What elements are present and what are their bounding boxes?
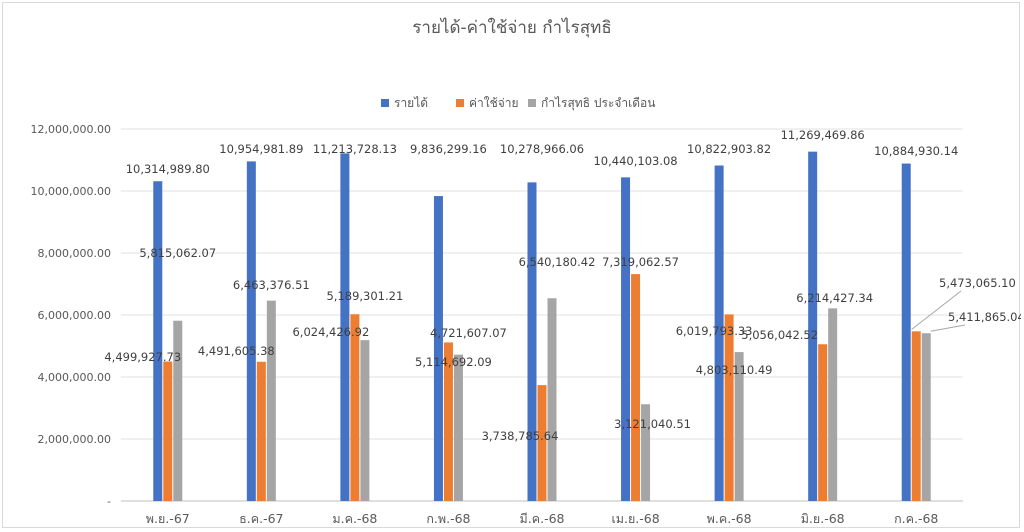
bar xyxy=(256,361,266,501)
data-label: 7,319,062.57 xyxy=(602,255,679,269)
bar xyxy=(163,361,173,501)
x-tick-label: มี.ค.-68 xyxy=(520,511,565,526)
data-label: 6,024,426.92 xyxy=(292,325,369,339)
bar xyxy=(350,314,360,501)
data-label: 4,803,110.49 xyxy=(696,363,773,377)
bar xyxy=(911,331,921,501)
data-label: 5,114,692.09 xyxy=(415,355,492,369)
data-label: 5,815,062.07 xyxy=(139,246,216,260)
x-tick-label: ก.ค.-68 xyxy=(894,511,938,526)
y-tick-label: 4,000,000.00 xyxy=(38,371,111,384)
x-axis-labels: พ.ย.-67 ธ.ค.-67 ม.ค.-68 ก.พ.-68 มี.ค.-68 เม.ย… xyxy=(146,511,939,526)
legend-label: รายได้ xyxy=(394,96,428,110)
bar xyxy=(547,298,557,501)
data-label: 11,213,728.13 xyxy=(313,142,397,156)
y-tick-label: 10,000,000.00 xyxy=(31,185,111,198)
y-axis-ticks: - 2,000,000.00 4,000,000.00 6,000,000.00 8,0… xyxy=(31,123,112,508)
leader-line xyxy=(930,324,966,332)
legend-swatch xyxy=(381,99,389,107)
data-label: 5,473,065.10 xyxy=(939,276,1016,290)
x-tick-label: เม.ย.-68 xyxy=(611,511,659,526)
x-tick-label: พ.ค.-68 xyxy=(707,511,752,526)
data-labels: 10,314,989.80 4,499,927.73 5,815,062.07 10,… xyxy=(104,128,1021,443)
bar xyxy=(153,181,163,501)
y-tick-label: 12,000,000.00 xyxy=(31,123,111,136)
data-label: 3,121,040.51 xyxy=(614,417,691,431)
data-label: 4,491,605.38 xyxy=(198,344,275,358)
data-label: 10,314,989.80 xyxy=(126,162,210,176)
data-label: 5,411,865.04 xyxy=(948,310,1021,324)
y-tick-label: 2,000,000.00 xyxy=(38,433,111,446)
data-label: 10,954,981.89 xyxy=(219,142,303,156)
y-tick-label: 6,000,000.00 xyxy=(38,309,111,322)
data-label: 10,440,103.08 xyxy=(593,154,677,168)
chart-svg: รายได้-ค่าใช้จ่าย กำไรสุทธิ รายได้ ค่าใช้… xyxy=(31,17,1021,526)
bar xyxy=(453,354,463,501)
data-label: 6,540,180.42 xyxy=(519,255,596,269)
bar xyxy=(818,344,828,501)
bar xyxy=(246,161,256,501)
bar xyxy=(724,314,734,501)
bar xyxy=(173,320,183,501)
bar xyxy=(527,182,537,501)
chart-title: รายได้-ค่าใช้จ่าย กำไรสุทธิ xyxy=(412,17,611,38)
legend-swatch xyxy=(456,99,464,107)
data-label: 4,499,927.73 xyxy=(104,350,181,364)
bar xyxy=(360,340,370,501)
data-label: 3,738,785.64 xyxy=(482,429,559,443)
leader-line xyxy=(911,290,962,330)
x-tick-label: มิ.ย.-68 xyxy=(801,511,845,526)
data-label: 5,056,042.52 xyxy=(741,328,818,342)
x-tick-label: พ.ย.-67 xyxy=(146,511,190,526)
bar xyxy=(828,308,838,501)
bar xyxy=(808,151,818,502)
x-tick-label: ธ.ค.-67 xyxy=(239,511,283,526)
bar xyxy=(433,196,443,502)
bar xyxy=(443,342,453,501)
bars xyxy=(153,151,931,502)
data-label: 5,189,301.21 xyxy=(326,289,403,303)
bar xyxy=(340,153,350,501)
legend-label: ค่าใช้จ่าย xyxy=(469,96,519,110)
bar xyxy=(714,165,724,501)
y-tick-label: 8,000,000.00 xyxy=(38,247,111,260)
y-tick-label: - xyxy=(107,495,111,508)
data-label: 10,884,930.14 xyxy=(874,144,958,158)
bar xyxy=(621,177,631,501)
data-label: 6,214,427.34 xyxy=(796,291,873,305)
data-label: 10,822,903.82 xyxy=(687,142,771,156)
x-tick-label: ม.ค.-68 xyxy=(332,511,377,526)
legend-swatch xyxy=(528,99,536,107)
legend: รายได้ ค่าใช้จ่าย กำไรสุทธิ ประจำเดือน xyxy=(381,96,655,111)
data-label: 4,721,607.07 xyxy=(430,326,507,340)
bar xyxy=(266,300,276,501)
bar xyxy=(901,163,911,501)
legend-label: กำไรสุทธิ ประจำเดือน xyxy=(541,96,655,111)
bar xyxy=(734,352,744,501)
data-label: 11,269,469.86 xyxy=(781,128,865,142)
bar xyxy=(631,274,641,501)
data-label: 9,836,299.16 xyxy=(410,142,487,156)
bar xyxy=(921,333,931,501)
data-label: 10,278,966.06 xyxy=(500,142,584,156)
data-label: 6,463,376.51 xyxy=(233,278,310,292)
bar xyxy=(537,385,547,501)
bar xyxy=(641,404,651,501)
leader-lines xyxy=(911,290,966,332)
x-tick-label: ก.พ.-68 xyxy=(426,511,470,526)
data-label: 6,019,793.33 xyxy=(676,324,753,338)
